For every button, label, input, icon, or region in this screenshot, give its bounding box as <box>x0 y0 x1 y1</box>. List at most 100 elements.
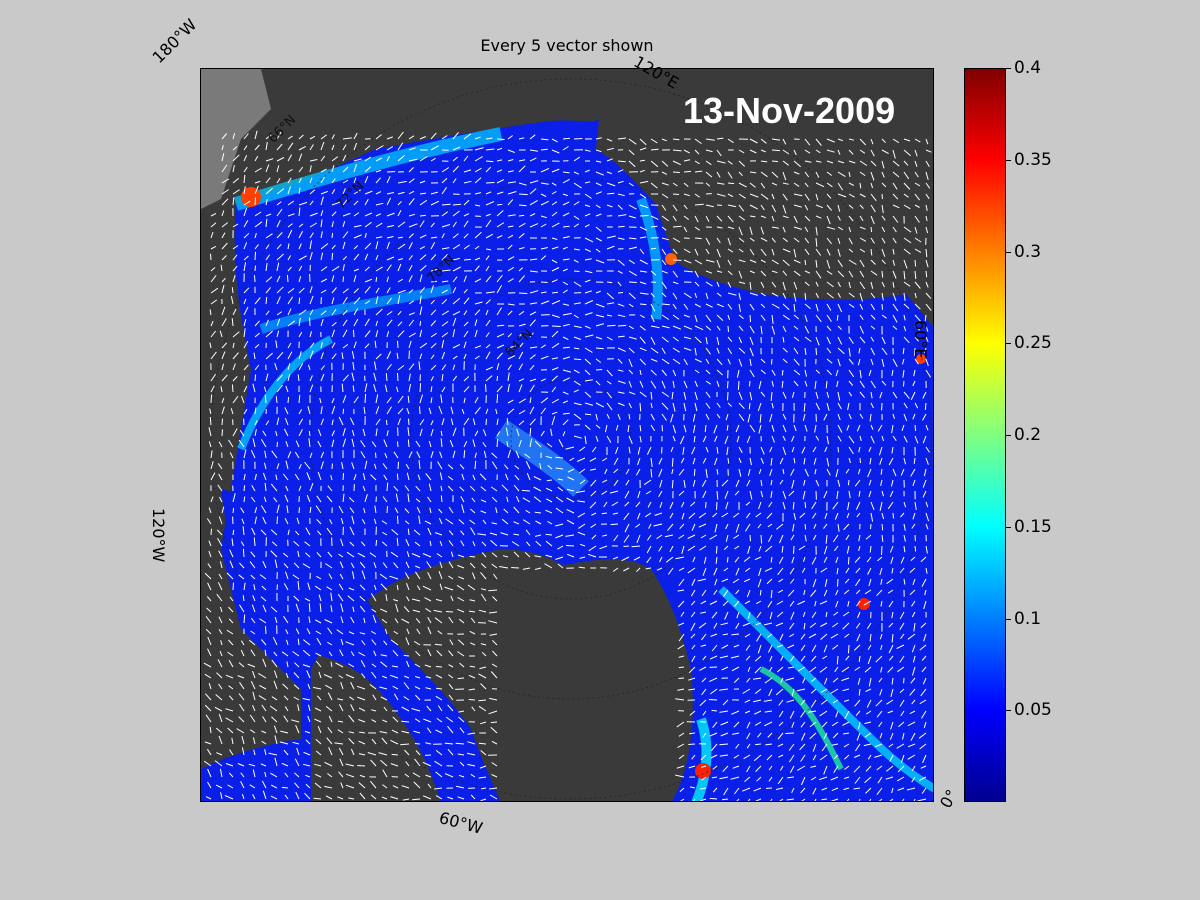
drift-vector <box>573 413 582 420</box>
drift-vector <box>276 165 280 173</box>
drift-vector <box>639 303 647 306</box>
drift-vector <box>810 677 817 682</box>
drift-vector <box>386 155 391 162</box>
drift-vector <box>562 236 570 239</box>
drift-vector <box>286 505 289 514</box>
drift-vector <box>270 529 278 536</box>
drift-vector <box>831 787 839 792</box>
colorbar-tick <box>1006 343 1011 345</box>
drift-vector <box>823 589 828 597</box>
drift-vector <box>859 259 865 268</box>
drift-vector <box>727 358 731 365</box>
drift-vector <box>787 666 795 669</box>
drift-vector <box>595 137 602 140</box>
drift-vector <box>331 322 337 327</box>
drift-vector <box>848 259 857 265</box>
drift-vector <box>628 413 631 420</box>
drift-vector <box>413 529 421 536</box>
drift-vector <box>386 241 390 250</box>
drift-vector <box>880 644 883 651</box>
drift-vector <box>837 347 845 355</box>
drift-vector <box>518 332 523 338</box>
drift-vector <box>405 637 410 646</box>
drift-vector <box>735 589 740 595</box>
drift-vector <box>848 160 856 164</box>
drift-vector <box>815 248 822 256</box>
drift-vector <box>276 417 280 426</box>
drift-vector <box>804 215 811 222</box>
drift-vector <box>419 199 428 206</box>
drift-vector <box>298 187 301 195</box>
drift-vector <box>676 765 685 769</box>
drift-vector <box>697 578 707 582</box>
drift-vector <box>265 134 272 140</box>
drift-vector <box>637 490 641 499</box>
drift-vector <box>837 424 843 433</box>
drift-vector <box>490 726 498 734</box>
drift-vector <box>606 336 613 341</box>
drift-vector <box>766 754 773 761</box>
drift-vector <box>363 507 366 514</box>
drift-vector <box>881 171 885 178</box>
drift-vector <box>815 160 822 163</box>
drift-vector <box>480 510 487 514</box>
drift-vector <box>525 509 531 514</box>
drift-vector <box>474 397 479 404</box>
drift-vector <box>804 424 808 432</box>
drift-vector <box>925 204 928 211</box>
drift-vector <box>232 245 239 250</box>
drift-vector <box>892 193 899 200</box>
drift-vector <box>606 147 615 151</box>
drift-vector <box>261 704 267 712</box>
drift-vector <box>617 314 626 318</box>
drift-vector <box>627 424 630 433</box>
drift-vector <box>716 347 720 354</box>
drift-vector <box>408 340 412 349</box>
drift-vector <box>482 519 487 525</box>
drift-vector <box>897 765 905 773</box>
drift-vector <box>315 652 322 657</box>
drift-vector <box>782 270 788 276</box>
drift-vector <box>836 490 839 499</box>
colorbar-tick <box>1006 159 1011 161</box>
drift-vector <box>478 673 487 679</box>
drift-vector <box>785 677 795 681</box>
drift-vector <box>427 571 432 580</box>
drift-vector <box>274 559 278 569</box>
drift-vector <box>903 193 909 198</box>
drift-vector <box>771 160 779 163</box>
drift-vector <box>837 171 846 178</box>
arctic-ocean-ice <box>201 119 933 801</box>
drift-vector <box>661 325 670 329</box>
drift-vector <box>342 231 349 239</box>
drift-vector <box>925 226 929 234</box>
drift-vector <box>617 193 625 197</box>
drift-vector <box>265 158 274 162</box>
drift-vector <box>760 446 765 455</box>
drift-vector <box>534 440 542 448</box>
drift-vector <box>658 457 663 465</box>
drift-vector <box>708 677 718 683</box>
drift-vector <box>902 369 905 378</box>
drift-vector <box>759 589 762 596</box>
drift-vector <box>848 149 854 155</box>
drift-vector <box>219 650 223 657</box>
drift-vector <box>440 430 443 437</box>
drift-vector <box>452 276 458 283</box>
drift-vector <box>855 578 861 587</box>
drift-vector <box>471 497 476 503</box>
drift-vector <box>909 567 916 573</box>
longitude-label-0: 0° <box>936 786 962 812</box>
drift-vector <box>390 796 399 800</box>
drift-vector <box>672 347 680 353</box>
drift-vector <box>342 408 345 415</box>
drift-vector <box>251 604 256 613</box>
drift-vector <box>595 204 601 209</box>
drift-vector <box>397 243 406 250</box>
drift-vector <box>694 149 700 155</box>
drift-vector <box>364 460 368 470</box>
drift-vector <box>677 743 685 749</box>
drift-vector <box>678 567 685 572</box>
drift-vector <box>846 512 850 519</box>
drift-vector <box>408 319 415 327</box>
